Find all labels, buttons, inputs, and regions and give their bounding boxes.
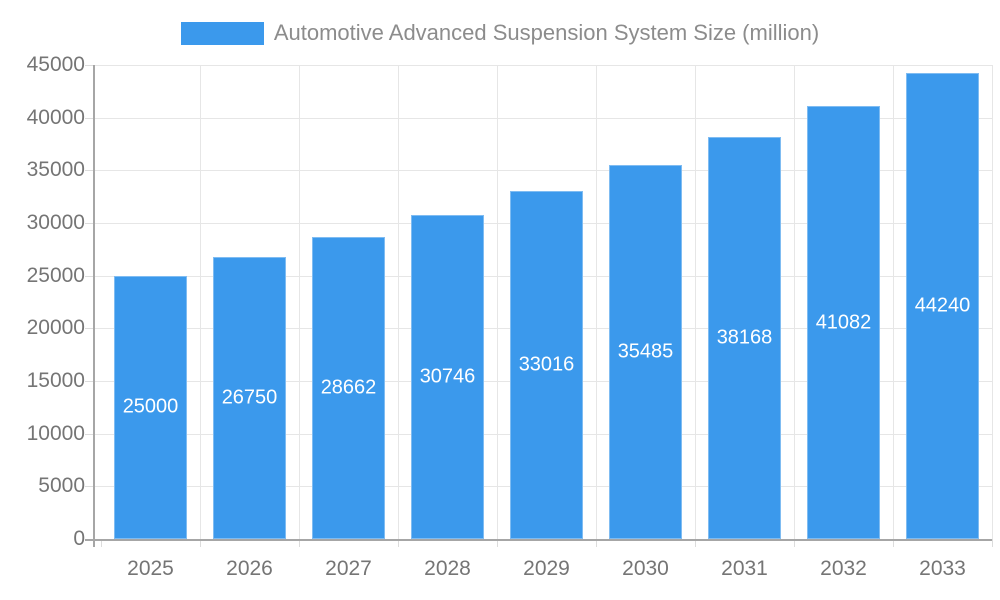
v-gridline (992, 65, 993, 539)
x-axis-line (85, 539, 992, 541)
h-gridline (93, 117, 992, 119)
y-tick-label: 15000 (26, 369, 85, 392)
x-axis-tick (893, 539, 894, 547)
bar-2025[interactable] (114, 275, 187, 539)
x-tick-label: 2027 (325, 557, 372, 580)
v-gridline (497, 65, 498, 539)
bar-value-label: 28662 (320, 376, 377, 399)
v-gridline (794, 65, 795, 539)
x-axis-tick (695, 539, 696, 547)
h-gridline (93, 170, 992, 172)
bar-2027[interactable] (312, 237, 385, 539)
x-axis-tick (200, 539, 201, 547)
y-tick-label: 25000 (26, 263, 85, 287)
y-axis-tick (85, 328, 93, 330)
bar-value-label: 26750 (221, 386, 278, 409)
bar-value-label: 41082 (815, 311, 872, 334)
bar-2031[interactable] (708, 136, 781, 539)
bar-2032[interactable] (807, 106, 880, 539)
bar-value-label: 38168 (716, 326, 773, 349)
bar-2028[interactable] (411, 215, 484, 539)
v-gridline (695, 65, 696, 539)
x-axis-tick (794, 539, 795, 547)
x-tick-label: 2025 (127, 557, 174, 580)
bar-2030[interactable] (609, 165, 682, 539)
bar-value-label: 25000 (122, 395, 179, 418)
bar-2033[interactable] (906, 73, 979, 539)
v-gridline (200, 65, 201, 539)
y-tick-label: 10000 (26, 421, 85, 445)
y-axis-tick (85, 486, 93, 488)
y-axis-tick (85, 223, 93, 224)
x-axis-tick (398, 539, 399, 547)
legend-label: Automotive Advanced Suspension System Si… (273, 20, 820, 45)
v-gridline (398, 65, 399, 539)
y-axis-line (93, 65, 95, 547)
x-tick-label: 2031 (721, 557, 768, 580)
x-axis-tick (101, 539, 102, 547)
x-axis-tick (299, 539, 300, 547)
x-tick-label: 2032 (820, 557, 867, 580)
y-axis-tick (85, 275, 93, 277)
y-axis-tick (85, 117, 93, 119)
y-tick-label: 30000 (26, 211, 85, 234)
v-gridline (893, 65, 894, 539)
y-tick-label: 0 (73, 527, 85, 550)
bar-value-label: 44240 (914, 294, 971, 317)
legend-swatch-icon (180, 21, 264, 45)
y-tick-label: 45000 (26, 53, 85, 76)
y-tick-label: 5000 (38, 474, 85, 498)
x-tick-label: 2029 (523, 557, 570, 580)
x-tick-label: 2033 (919, 557, 966, 580)
bar-value-label: 35485 (617, 340, 674, 363)
x-axis-tick (992, 539, 993, 547)
bar-2029[interactable] (510, 191, 583, 539)
y-axis-tick (85, 65, 93, 66)
v-gridline (299, 65, 300, 539)
x-tick-label: 2030 (622, 557, 669, 580)
y-axis-tick (85, 433, 93, 435)
chart-legend[interactable]: Automotive Advanced Suspension System Si… (0, 20, 1000, 46)
x-axis-tick (596, 539, 597, 547)
bar-value-label: 33016 (518, 353, 575, 376)
x-tick-label: 2026 (226, 557, 273, 580)
y-tick-label: 35000 (26, 158, 85, 182)
h-gridline (93, 65, 992, 66)
y-axis-tick (85, 170, 93, 172)
x-tick-label: 2028 (424, 557, 471, 580)
y-axis-tick (85, 381, 93, 382)
x-axis-tick (497, 539, 498, 547)
y-tick-label: 20000 (26, 316, 85, 340)
v-gridline (596, 65, 597, 539)
bar-value-label: 30746 (419, 365, 476, 388)
bar-2026[interactable] (213, 257, 286, 539)
y-tick-label: 40000 (26, 105, 85, 129)
